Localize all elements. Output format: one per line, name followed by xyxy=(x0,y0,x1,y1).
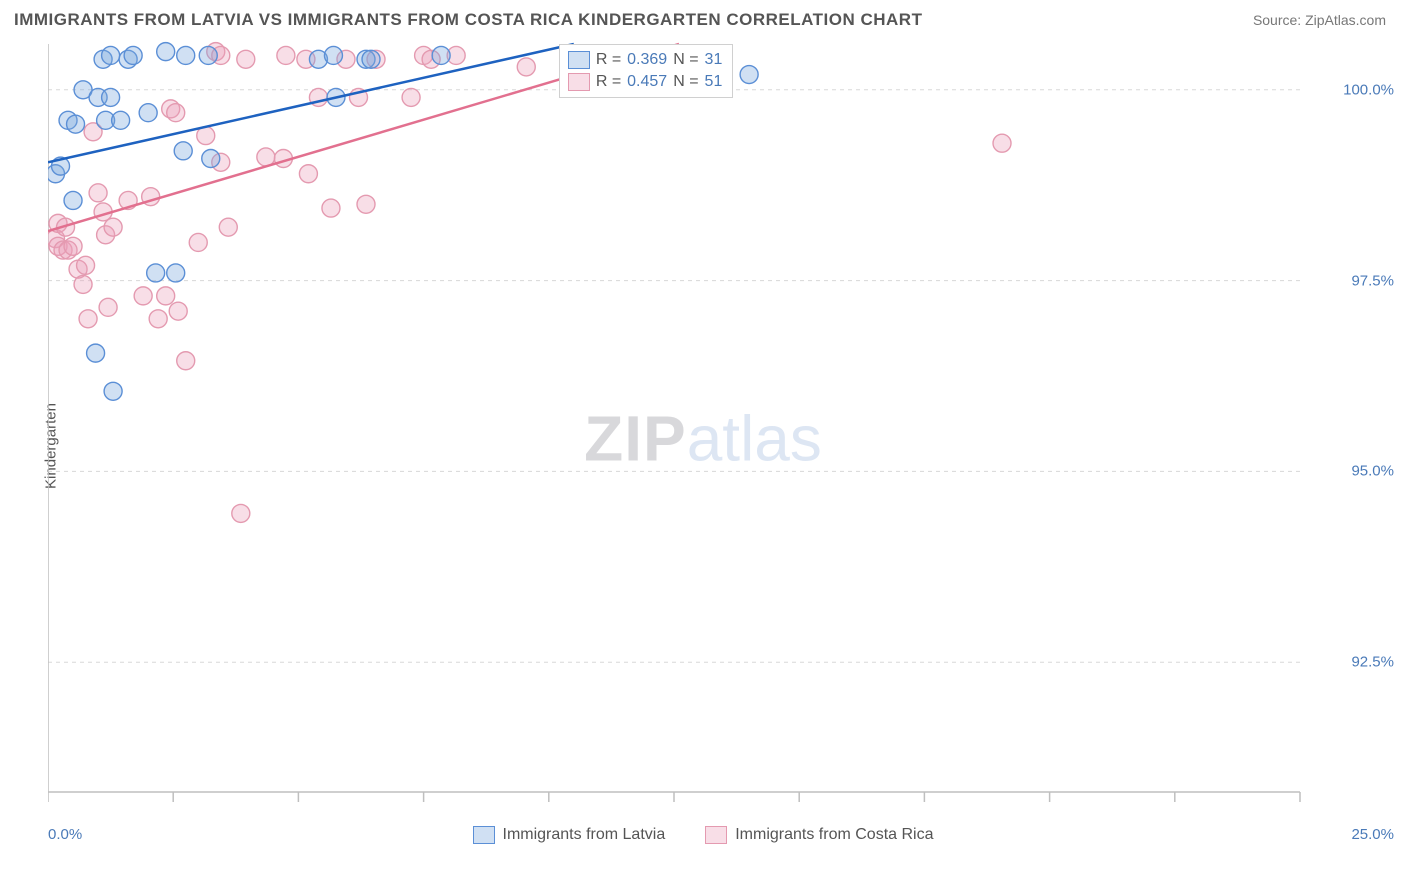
legend-label-costarica: Immigrants from Costa Rica xyxy=(735,826,933,844)
stats-swatch xyxy=(568,51,590,69)
stats-n-value: 31 xyxy=(705,51,723,69)
chart-title: IMMIGRANTS FROM LATVIA VS IMMIGRANTS FRO… xyxy=(14,10,922,30)
stats-n-prefix: N = xyxy=(673,51,698,69)
stats-r-prefix: R = xyxy=(596,73,621,91)
stats-legend-row: R = 0.369 N = 31 xyxy=(568,49,723,71)
stats-r-prefix: R = xyxy=(596,51,621,69)
stats-n-prefix: N = xyxy=(673,73,698,91)
legend-item-latvia: Immigrants from Latvia xyxy=(473,826,666,844)
source-attribution: Source: ZipAtlas.com xyxy=(1253,12,1386,28)
ytick-label: 100.0% xyxy=(1343,81,1394,98)
legend-label-latvia: Immigrants from Latvia xyxy=(503,826,666,844)
stats-legend: R = 0.369 N = 31R = 0.457 N = 51 xyxy=(559,44,734,98)
legend-swatch-latvia xyxy=(473,826,495,844)
title-bar: IMMIGRANTS FROM LATVIA VS IMMIGRANTS FRO… xyxy=(0,0,1406,36)
stats-n-value: 51 xyxy=(705,73,723,91)
ytick-label: 95.0% xyxy=(1351,463,1394,480)
stats-swatch xyxy=(568,73,590,91)
stats-r-value: 0.369 xyxy=(627,51,667,69)
ytick-label: 97.5% xyxy=(1351,272,1394,289)
x-axis-max-label: 25.0% xyxy=(1351,826,1394,843)
legend-swatch-costarica xyxy=(705,826,727,844)
bottom-legend: 0.0% Immigrants from Latvia Immigrants f… xyxy=(0,826,1406,844)
stats-legend-row: R = 0.457 N = 51 xyxy=(568,71,723,93)
x-axis-min-label: 0.0% xyxy=(48,826,82,843)
stats-r-value: 0.457 xyxy=(627,73,667,91)
legend-item-costarica: Immigrants from Costa Rica xyxy=(705,826,933,844)
ytick-label: 92.5% xyxy=(1351,654,1394,671)
chart-area: Kindergarten ZIPatlas R = 0.369 N = 31R … xyxy=(0,36,1406,856)
scatter-plot xyxy=(48,36,1348,816)
